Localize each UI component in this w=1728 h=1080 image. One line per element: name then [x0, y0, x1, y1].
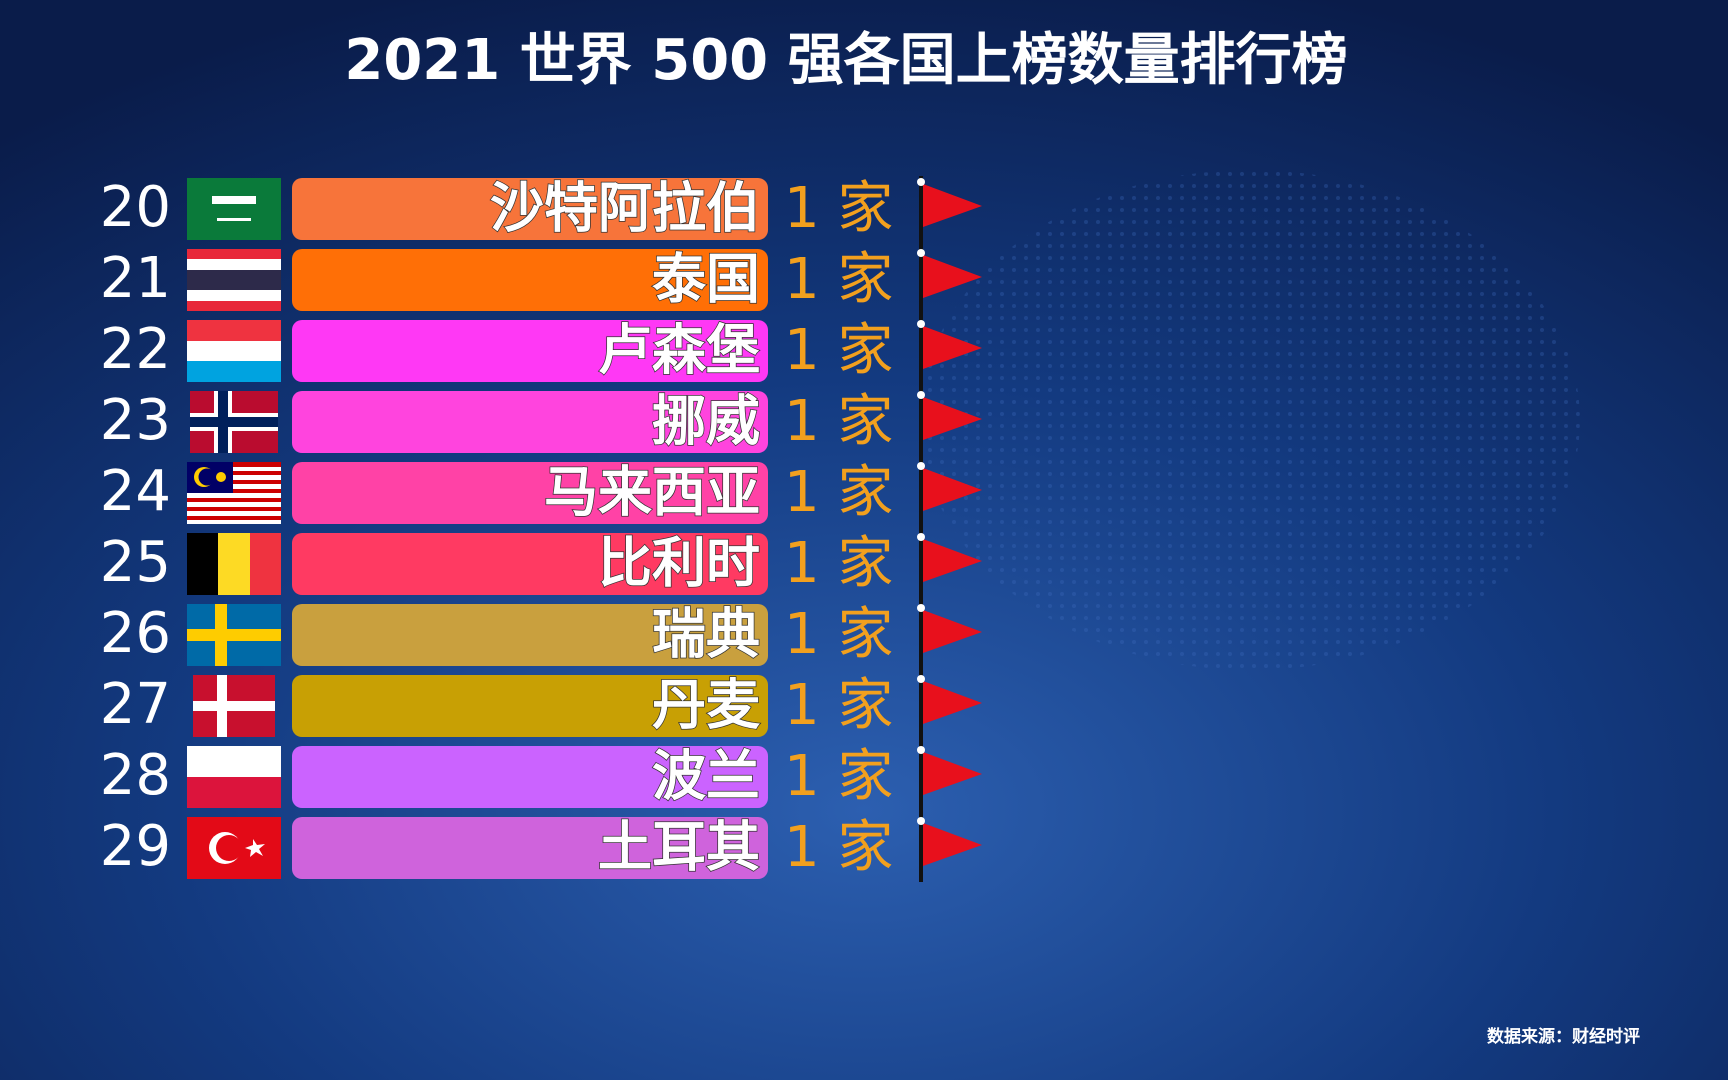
pole-knob: [917, 675, 925, 683]
pole-knob: [917, 249, 925, 257]
flag-turkey: [187, 817, 281, 879]
source: 数据来源：财经时评: [1487, 1026, 1640, 1047]
rank-flag: [923, 184, 982, 227]
rank: 27: [100, 672, 171, 737]
rank: 25: [100, 530, 171, 595]
rank: 26: [100, 601, 171, 666]
bar: [292, 675, 768, 737]
value-label: 1 家: [784, 176, 893, 241]
bar: [292, 391, 768, 453]
rank: 23: [100, 388, 171, 453]
category-label: 泰国: [652, 248, 760, 311]
pole-knob: [917, 817, 925, 825]
value-label: 1 家: [784, 318, 893, 383]
flag-poland: [187, 746, 281, 808]
world-map: [920, 170, 1580, 670]
pole-knob: [917, 533, 925, 541]
value-label: 1 家: [784, 247, 893, 312]
value-label: 1 家: [784, 389, 893, 454]
bar: [292, 746, 768, 808]
rank: 28: [100, 743, 171, 808]
flag-saudi: [187, 178, 281, 240]
rank-flag: [923, 326, 982, 369]
rank-flag: [923, 539, 982, 582]
bar: [292, 249, 768, 311]
category-label: 比利时: [598, 532, 760, 595]
category-label: 丹麦: [652, 674, 760, 737]
pole-knob: [917, 604, 925, 612]
category-label: 马来西亚: [544, 461, 760, 524]
value-label: 1 家: [784, 602, 893, 667]
category-label: 挪威: [652, 390, 760, 453]
value-label: 1 家: [784, 460, 893, 525]
bar: [292, 604, 768, 666]
rank: 29: [100, 814, 171, 879]
flag-norway: [190, 391, 278, 453]
flags: [187, 178, 281, 879]
category-label: 土耳其: [598, 816, 760, 879]
category-label: 瑞典: [652, 603, 760, 666]
category-label: 沙特阿拉伯: [490, 177, 760, 240]
value-label: 1 家: [784, 673, 893, 738]
flag-sweden: [187, 604, 281, 666]
rank: 22: [100, 317, 171, 382]
rank-flag: [923, 823, 982, 866]
flag-malaysia: [187, 462, 281, 524]
category-label: 波兰: [652, 745, 760, 808]
rank-flag: [923, 610, 982, 653]
rank-flag: [923, 255, 982, 298]
chart-title: 2021 世界 500 强各国上榜数量排行榜: [344, 28, 1347, 93]
bar: [292, 320, 768, 382]
bar: [292, 817, 768, 879]
rank: 24: [100, 459, 171, 524]
flag-belgium: [187, 533, 281, 595]
pole-knob: [917, 320, 925, 328]
value-label: 1 家: [784, 531, 893, 596]
bar: [292, 178, 768, 240]
pole-knob: [917, 462, 925, 470]
bar: [292, 462, 768, 524]
pole-knob: [917, 391, 925, 399]
rank-flag: [923, 397, 982, 440]
pole-knob: [917, 178, 925, 186]
rank-flag: [923, 468, 982, 511]
category-label: 卢森堡: [598, 319, 760, 382]
rank: 21: [100, 246, 171, 311]
value-label: 1 家: [784, 744, 893, 809]
value-label: 1 家: [784, 815, 893, 880]
flag-denmark: [193, 675, 275, 737]
rank-flag: [923, 681, 982, 724]
bar: [292, 533, 768, 595]
flag-luxembourg: [187, 320, 281, 382]
rank-flag: [923, 752, 982, 795]
flag-thailand: [187, 249, 281, 311]
pole-knob: [917, 746, 925, 754]
rank: 20: [100, 175, 171, 240]
